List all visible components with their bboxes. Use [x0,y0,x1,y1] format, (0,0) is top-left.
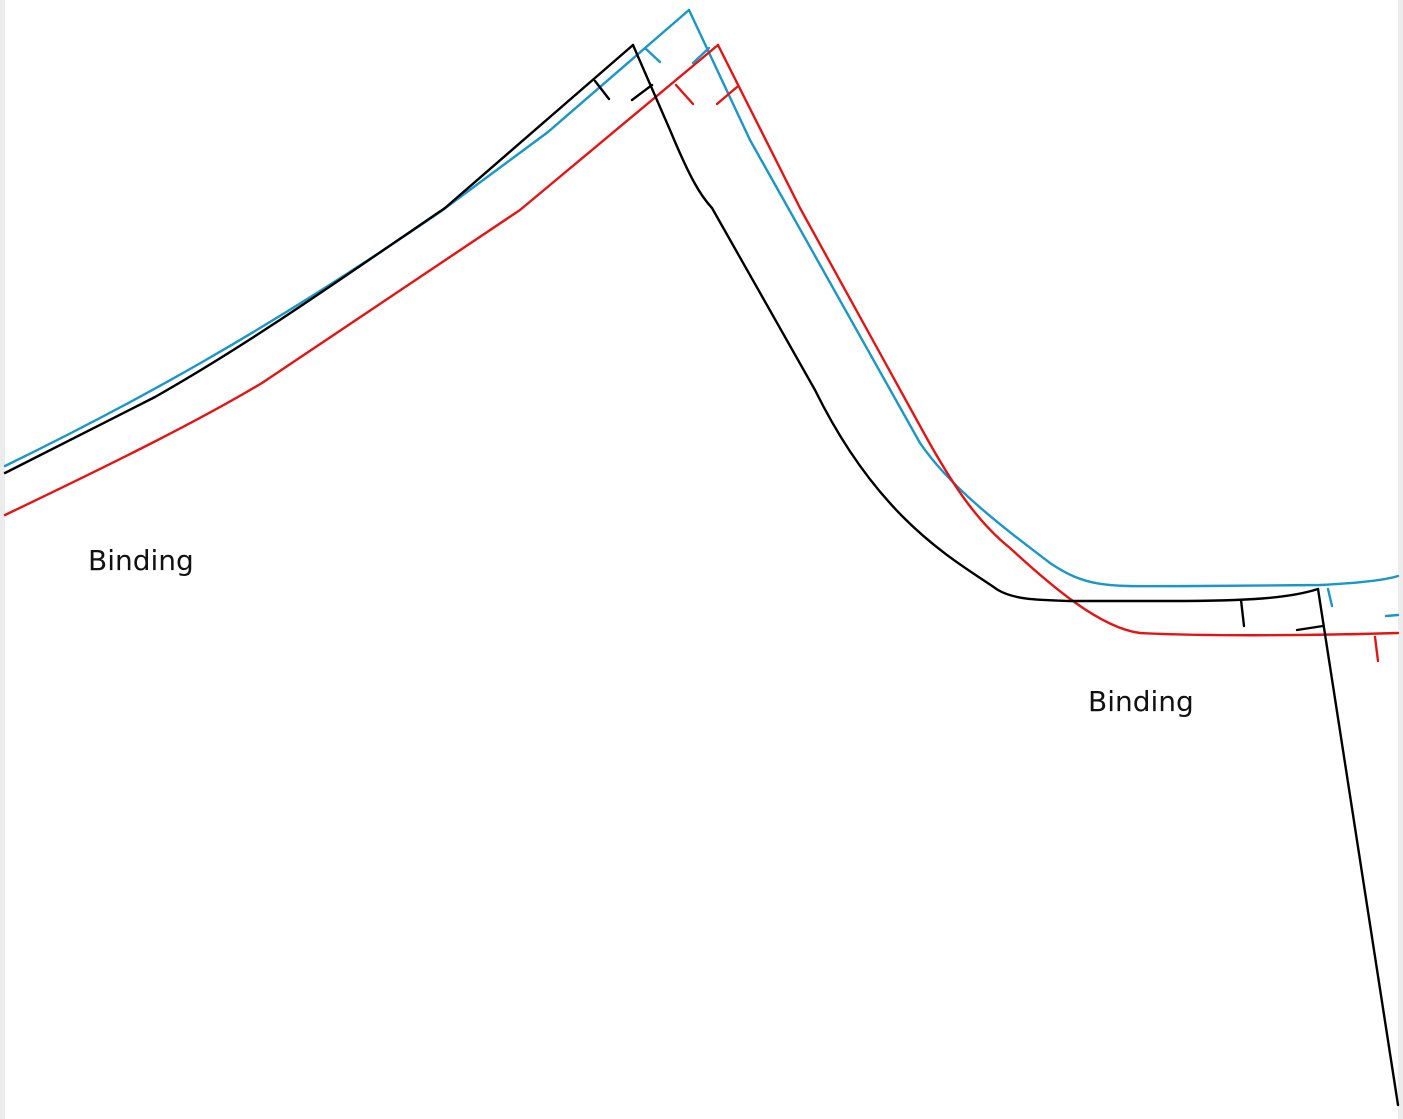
right-margin-strip [1398,0,1403,1119]
black-pattern-lines [3,43,1400,1107]
blue-notch-2 [691,46,711,65]
black-notch-3 [1239,598,1246,628]
red-notch-1 [674,83,695,106]
binding-label-left: Binding [88,544,194,577]
red-pattern-lines [3,43,1400,663]
blue-notch-1 [644,47,662,64]
black-side-seam [1316,587,1400,1107]
binding-label-right: Binding [1088,685,1194,718]
red-shoulder-seam [3,43,720,517]
red-armhole-curve [716,43,1400,637]
black-armhole-curve [631,43,1320,603]
red-notch-2 [715,85,739,106]
blue-notch-3 [1326,587,1334,608]
blue-shoulder-seam [3,8,691,468]
black-shoulder-seam [3,43,635,475]
blue-pattern-lines [3,8,1400,618]
black-notch-1 [593,79,611,101]
drawing-canvas [5,0,1398,1119]
blue-notch-4 [1384,613,1400,618]
red-notch-3 [1373,635,1380,663]
black-notch-2 [630,83,654,102]
black-notch-4 [1295,624,1325,632]
blue-armhole-curve [687,8,1400,588]
